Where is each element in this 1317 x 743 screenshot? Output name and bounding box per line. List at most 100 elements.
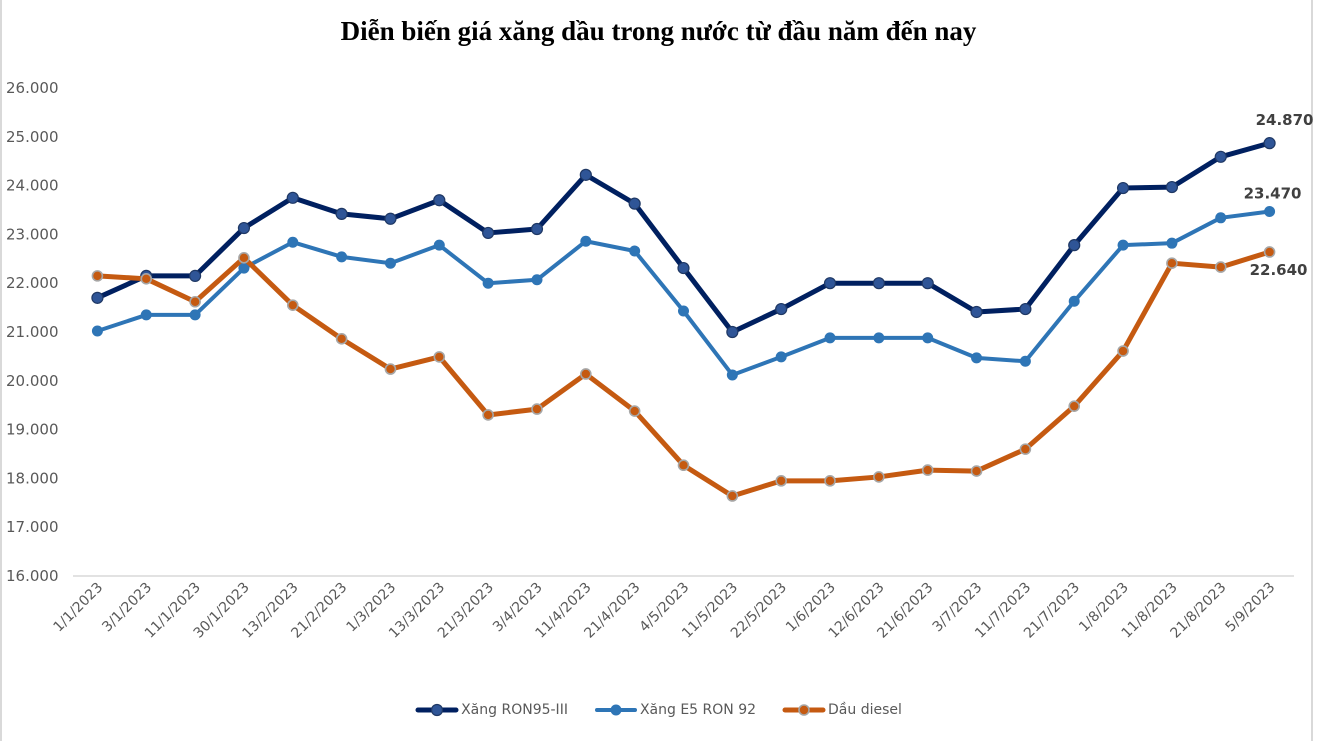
data-point <box>726 490 739 502</box>
data-point <box>91 325 103 337</box>
data-label: 22.640 <box>1250 261 1308 279</box>
data-point <box>677 459 690 472</box>
x-axis: 1/1/20233/1/202311/1/202330/1/202313/2/2… <box>50 575 1294 642</box>
data-point <box>775 475 787 487</box>
data-point <box>433 194 446 207</box>
data-point <box>726 369 738 381</box>
data-point <box>1117 239 1129 251</box>
data-point <box>384 363 397 375</box>
y-tick-label: 18.000 <box>6 469 59 487</box>
data-point <box>921 464 934 476</box>
data-point <box>140 273 153 285</box>
data-point <box>1068 295 1080 307</box>
data-point <box>629 245 641 257</box>
data-point <box>1214 150 1227 163</box>
y-tick-label: 24.000 <box>6 177 59 195</box>
data-point <box>628 197 641 210</box>
data-point <box>238 252 250 264</box>
data-point <box>873 471 885 483</box>
data-point <box>775 351 787 363</box>
data-point <box>336 251 348 263</box>
data-point <box>335 333 348 345</box>
data-point <box>238 262 250 274</box>
x-tick-label: 1/1/2023 <box>50 580 106 636</box>
data-point <box>189 309 201 321</box>
data-point <box>970 305 983 319</box>
data-point <box>531 403 543 415</box>
x-tick-label: 5/9/2023 <box>1223 580 1279 636</box>
data-point <box>1019 355 1031 367</box>
legend-item: Dầu diesel <box>782 700 902 720</box>
y-tick-label: 21.000 <box>6 323 59 341</box>
data-point <box>1263 246 1276 258</box>
data-point <box>287 236 299 248</box>
data-labels: 24.870 23.470 22.640 <box>1244 111 1314 279</box>
data-point <box>1166 257 1178 269</box>
data-point <box>433 239 445 251</box>
data-point <box>1116 181 1130 195</box>
y-tick-label: 17.000 <box>6 518 59 536</box>
legend-marker-icon <box>415 703 459 717</box>
data-point <box>482 277 494 289</box>
data-point <box>726 325 739 339</box>
data-point <box>189 269 202 282</box>
series-line <box>94 140 1273 335</box>
data-point <box>872 277 885 290</box>
data-point <box>580 235 592 247</box>
series-line <box>95 209 1272 377</box>
legend: Xăng RON95-III Xăng E5 RON 92 Dầu diesel <box>0 700 1317 720</box>
y-tick-label: 26.000 <box>6 79 59 97</box>
data-point <box>140 309 152 321</box>
legend-marker-icon <box>782 704 826 716</box>
legend-item: Xăng E5 RON 92 <box>594 700 756 720</box>
data-point <box>530 222 544 236</box>
y-tick-label: 19.000 <box>6 421 59 439</box>
series-line <box>94 249 1273 499</box>
legend-label: Xăng E5 RON 92 <box>639 702 757 718</box>
data-point <box>922 332 934 344</box>
data-point <box>970 465 983 477</box>
data-point <box>91 291 104 304</box>
data-point <box>433 351 446 363</box>
series-2 <box>91 246 1276 502</box>
data-point <box>775 302 788 316</box>
data-label: 23.470 <box>1244 184 1302 202</box>
data-point <box>286 191 299 204</box>
data-point <box>1215 212 1227 224</box>
legend-item: Xăng RON95-III <box>415 700 568 720</box>
data-point <box>1263 137 1276 150</box>
data-point <box>580 368 592 380</box>
series-layer <box>91 137 1276 502</box>
data-point <box>824 332 836 344</box>
y-tick-label: 25.000 <box>6 128 59 146</box>
legend-marker-icon <box>594 704 637 716</box>
data-point <box>579 168 592 181</box>
y-tick-label: 20.000 <box>6 372 59 390</box>
data-point <box>189 295 201 308</box>
data-point <box>1214 261 1227 273</box>
data-point <box>237 221 251 235</box>
data-point <box>1165 180 1179 194</box>
data-point <box>824 475 836 487</box>
data-point <box>678 305 689 317</box>
data-point <box>1068 239 1081 252</box>
data-point <box>1019 302 1032 316</box>
data-point <box>677 261 690 275</box>
data-point <box>971 352 983 364</box>
data-point <box>1264 205 1276 217</box>
y-tick-label: 23.000 <box>6 225 59 243</box>
data-point <box>482 226 495 240</box>
data-point <box>1117 345 1129 357</box>
y-tick-label: 16.000 <box>6 567 59 585</box>
legend-label: Xăng RON95-III <box>461 702 568 718</box>
data-label: 24.870 <box>1256 111 1314 129</box>
y-axis: 16.000 17.000 18.000 19.000 20.000 21.000 22.0… <box>6 79 59 585</box>
data-point <box>384 212 397 225</box>
data-point <box>628 405 641 417</box>
data-point <box>531 274 543 286</box>
data-point <box>823 277 837 290</box>
data-point <box>286 299 299 311</box>
data-point <box>921 277 934 290</box>
